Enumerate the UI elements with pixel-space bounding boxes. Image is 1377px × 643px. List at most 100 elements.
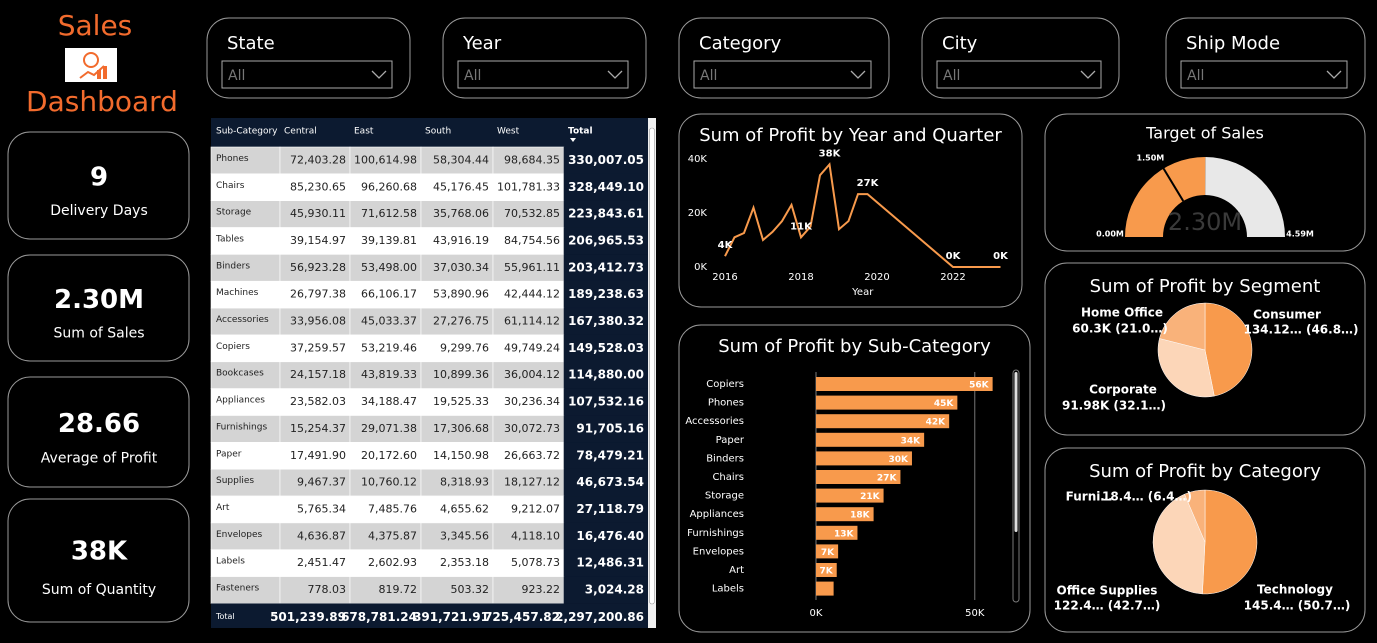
table-cell-bg bbox=[210, 442, 281, 470]
gauge-target bbox=[1161, 166, 1185, 202]
table-cell-bg bbox=[492, 442, 565, 470]
kpi-label: Delivery Days bbox=[50, 203, 148, 219]
kpi-value: 38K bbox=[71, 536, 128, 566]
pie-category-label: Corporate bbox=[1089, 383, 1157, 397]
table-cell-bg bbox=[279, 200, 351, 228]
table-cell-bg bbox=[492, 495, 565, 524]
y-tick-label: 40K bbox=[688, 154, 708, 165]
filter-dropdown[interactable] bbox=[693, 60, 872, 89]
icon-coin bbox=[83, 52, 99, 68]
table-cell: Supplies bbox=[216, 476, 254, 486]
table-cell-bg bbox=[492, 388, 565, 416]
table-cell: Art bbox=[216, 503, 230, 513]
chart-title: Sum of Profit by Year and Quarter bbox=[699, 125, 1002, 146]
x-tick-label: 2016 bbox=[712, 272, 737, 283]
data-label: 7K bbox=[821, 548, 835, 558]
table-cell-bg bbox=[563, 307, 649, 336]
table-cell-bg bbox=[279, 307, 351, 336]
table-cell-bg bbox=[492, 227, 565, 255]
filter-dropdown[interactable] bbox=[457, 60, 629, 89]
kpi-label: Sum of Sales bbox=[53, 325, 144, 341]
table-cell: 107,532.16 bbox=[568, 395, 644, 409]
table-cell-bg bbox=[420, 361, 494, 389]
chart-scroll-thumb[interactable] bbox=[1014, 372, 1018, 532]
data-label: 0K bbox=[993, 251, 1009, 262]
table-cell: 53,498.00 bbox=[361, 261, 417, 274]
pie-slice bbox=[1157, 338, 1215, 398]
table-cell: 70,532.85 bbox=[504, 207, 560, 220]
x-tick-label: 50K bbox=[965, 608, 985, 619]
table-cell: Paper bbox=[216, 449, 242, 459]
filter-value: All bbox=[1187, 68, 1204, 84]
filter-dropdown[interactable] bbox=[1180, 60, 1348, 89]
table-cell-bg bbox=[349, 388, 422, 416]
table-cell: 778.03 bbox=[308, 583, 347, 596]
pie-slice bbox=[1204, 302, 1253, 397]
filter-label: Year bbox=[462, 33, 502, 54]
table-cell: 27,118.79 bbox=[576, 502, 644, 516]
table-cell-bg bbox=[279, 254, 351, 282]
pie-value-label: 91.98K (32.1…) bbox=[1062, 399, 1166, 413]
table-cell-bg bbox=[210, 549, 281, 577]
y-tick-label: Chairs bbox=[712, 472, 744, 483]
dropdown-chevron bbox=[371, 70, 387, 79]
filter-dropdown[interactable] bbox=[221, 60, 393, 89]
data-label: 7K bbox=[819, 567, 833, 577]
icon-bar bbox=[97, 70, 101, 79]
table-cell: 43,819.33 bbox=[361, 368, 417, 381]
y-tick-label: 0K bbox=[694, 262, 707, 273]
table-cell: 330,007.05 bbox=[568, 153, 644, 167]
pie-value-label: 122.4… (42.7…) bbox=[1054, 599, 1161, 613]
data-label: 0K bbox=[946, 251, 962, 262]
x-tick-label: 2020 bbox=[864, 272, 889, 283]
filter-dropdown[interactable] bbox=[936, 60, 1102, 89]
line-series bbox=[724, 162, 1001, 268]
table-cell: 72,403.28 bbox=[290, 153, 346, 166]
y-tick-label: Accessories bbox=[685, 416, 744, 427]
x-tick-label: 2018 bbox=[788, 272, 813, 283]
table-total-cell: 678,781.24 bbox=[341, 610, 417, 624]
table-cell: Phones bbox=[216, 154, 249, 164]
table-cell-bg bbox=[349, 468, 422, 497]
table-cell-bg bbox=[210, 227, 281, 255]
table-cell-bg bbox=[349, 200, 422, 228]
table-cell-bg bbox=[279, 173, 351, 202]
table-cell: 26,663.72 bbox=[504, 449, 560, 462]
table-cell: 49,749.24 bbox=[504, 341, 560, 354]
table-cell-bg bbox=[563, 227, 649, 255]
table-cell-bg bbox=[492, 576, 565, 604]
chart-title: Sum of Profit by Category bbox=[1089, 461, 1321, 482]
table-cell: Labels bbox=[216, 557, 245, 567]
y-tick-label: Phones bbox=[708, 398, 744, 409]
pie-slice bbox=[1184, 489, 1206, 543]
table-cell: 8,318.93 bbox=[440, 476, 489, 489]
table-cell: 203,412.73 bbox=[568, 260, 644, 274]
table-cell: 9,212.07 bbox=[511, 502, 560, 515]
table-cell: Binders bbox=[216, 261, 250, 271]
table-cell: 98,684.35 bbox=[504, 153, 560, 166]
table-cell: 58,304.44 bbox=[433, 153, 489, 166]
table-cell-bg bbox=[563, 576, 649, 604]
gauge-value-label: 2.30M bbox=[1168, 208, 1242, 236]
table-cell: 18,127.12 bbox=[504, 476, 560, 489]
table-cell: 45,930.11 bbox=[290, 207, 346, 220]
table-cell: Appliances bbox=[216, 396, 265, 406]
table-cell: 24,157.18 bbox=[290, 368, 346, 381]
data-label: 42K bbox=[926, 418, 947, 428]
table-scroll-thumb[interactable] bbox=[649, 127, 655, 605]
data-label: 34K bbox=[901, 436, 922, 446]
sort-arrow bbox=[570, 138, 576, 142]
table-cell-bg bbox=[210, 146, 281, 175]
bar bbox=[816, 451, 912, 466]
table-cell: 42,444.12 bbox=[504, 288, 560, 301]
table-cell-bg bbox=[420, 388, 494, 416]
pie-slice bbox=[1202, 489, 1258, 595]
table-cell: 53,219.46 bbox=[361, 341, 417, 354]
pie-slice bbox=[1159, 302, 1206, 351]
table-cell-bg bbox=[279, 576, 351, 604]
x-axis-label: Year bbox=[851, 287, 874, 298]
pie-category-label: Home Office bbox=[1081, 306, 1163, 320]
table-cell: 27,276.75 bbox=[433, 315, 489, 328]
table-cell-bg bbox=[420, 576, 494, 604]
